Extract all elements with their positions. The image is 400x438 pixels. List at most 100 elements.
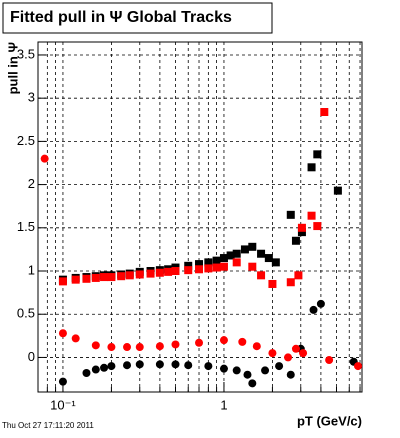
point — [146, 269, 155, 278]
point — [171, 360, 180, 369]
point — [257, 249, 266, 258]
point — [195, 338, 204, 347]
y-tick-label: 0.5 — [17, 306, 35, 321]
point — [286, 370, 295, 379]
point — [219, 262, 228, 271]
point — [275, 362, 284, 371]
point — [261, 366, 270, 375]
point — [309, 305, 318, 314]
point — [320, 108, 329, 116]
point — [299, 349, 308, 358]
point — [257, 271, 266, 280]
point — [226, 251, 235, 260]
point — [212, 263, 221, 272]
point — [284, 353, 293, 362]
point — [100, 273, 109, 282]
point — [271, 258, 280, 267]
point — [219, 254, 228, 263]
point — [268, 279, 277, 288]
point — [232, 366, 241, 375]
x-tick-label: 10⁻¹ — [50, 397, 76, 412]
point — [135, 270, 144, 279]
point — [135, 360, 144, 369]
point — [291, 344, 300, 353]
point — [286, 278, 295, 287]
point — [107, 273, 116, 282]
point — [212, 256, 221, 265]
point — [184, 261, 193, 270]
point — [354, 362, 363, 371]
point — [248, 379, 257, 388]
point — [294, 271, 303, 280]
point — [219, 364, 228, 373]
point — [100, 363, 109, 372]
point — [155, 360, 164, 369]
chart-title: Fitted pull in Ψ Global Tracks — [10, 9, 232, 26]
point — [204, 264, 213, 273]
point — [135, 343, 144, 352]
y-tick-label: 2.5 — [17, 133, 35, 148]
point — [107, 343, 116, 352]
point — [248, 262, 257, 271]
plot-frame — [37, 41, 363, 393]
timestamp: Thu Oct 27 17:11:20 2011 — [2, 421, 94, 430]
point — [297, 228, 306, 237]
y-tick-label: 1.5 — [17, 219, 35, 234]
point — [204, 258, 213, 267]
y-tick-label: 3 — [28, 90, 35, 105]
y-tick-label: 3.5 — [17, 46, 35, 61]
y-tick-label: 1 — [28, 262, 35, 277]
point — [316, 299, 325, 308]
point — [91, 341, 100, 350]
point — [297, 223, 306, 232]
point — [232, 258, 241, 267]
point — [71, 275, 80, 284]
point — [307, 211, 316, 220]
point — [91, 273, 100, 282]
point — [155, 268, 164, 277]
point — [164, 267, 173, 276]
point — [313, 222, 322, 231]
point — [82, 274, 91, 283]
point — [313, 150, 322, 159]
point — [171, 267, 180, 276]
point — [291, 236, 300, 245]
y-axis-label: pull in Ψ — [5, 42, 20, 94]
point — [325, 356, 334, 365]
point — [107, 362, 116, 371]
point — [238, 337, 247, 346]
point — [117, 272, 126, 281]
point — [184, 361, 193, 370]
point — [219, 336, 228, 345]
point — [184, 266, 193, 275]
point — [232, 249, 241, 258]
point — [123, 361, 132, 370]
point — [240, 245, 249, 254]
point — [307, 163, 316, 172]
y-tick-label: 2 — [28, 176, 35, 191]
y-tick-label: 0 — [28, 349, 35, 364]
point — [333, 186, 342, 195]
point — [71, 334, 80, 343]
x-tick-label: 1 — [220, 397, 227, 412]
point — [252, 342, 261, 351]
point — [91, 365, 100, 374]
point — [58, 277, 67, 286]
x-axis-label: pT (GeV/c) — [297, 413, 362, 428]
point — [268, 349, 277, 358]
point — [40, 154, 49, 163]
title-box — [2, 2, 273, 34]
point — [248, 242, 257, 251]
point — [171, 340, 180, 349]
point — [123, 343, 132, 352]
point — [204, 362, 213, 371]
point — [286, 210, 295, 219]
point — [125, 271, 134, 280]
point — [264, 254, 273, 263]
point — [58, 377, 67, 386]
point — [243, 370, 252, 379]
point — [195, 260, 204, 269]
point — [58, 329, 67, 338]
